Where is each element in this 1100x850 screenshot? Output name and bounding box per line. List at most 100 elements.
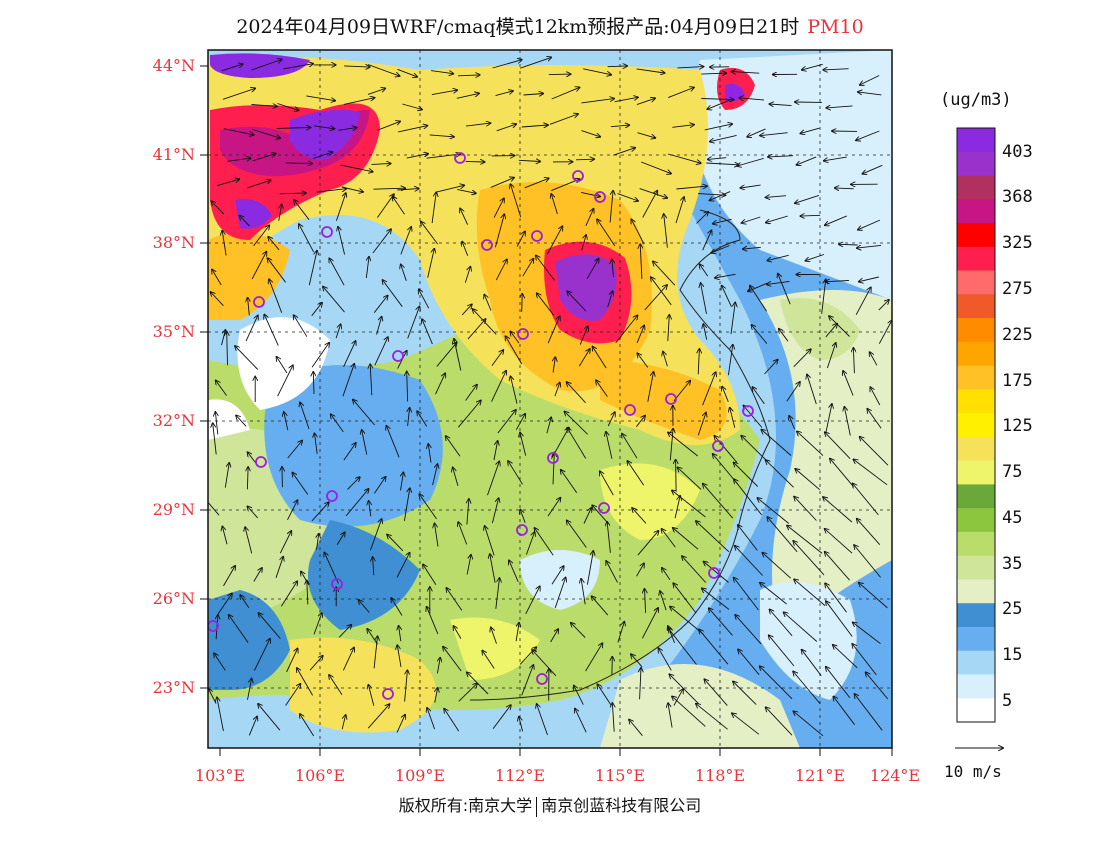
vector-scale-label: 10 m/s: [944, 762, 1002, 781]
wind-arrow: [403, 488, 409, 521]
wind-arrow: [376, 317, 382, 335]
lon-label: 112°E: [494, 766, 546, 785]
wind-arrow: [672, 696, 706, 727]
wind-arrow: [708, 158, 727, 160]
wind-arrow: [702, 588, 730, 610]
wind-arrow: [852, 644, 877, 676]
wind-arrow: [427, 249, 435, 278]
wind-arrow: [701, 283, 707, 314]
wind-arrow: [825, 324, 837, 338]
wind-arrow: [551, 566, 564, 585]
wind-arrow: [313, 125, 335, 129]
wind-arrow: [766, 460, 794, 488]
wind-arrow: [806, 254, 825, 261]
wind-arrow: [215, 412, 217, 435]
wind-arrow: [222, 88, 255, 100]
wind-arrow: [521, 665, 534, 696]
wind-arrow: [377, 121, 401, 131]
wind-arrow: [581, 191, 600, 196]
wind-arrow: [636, 98, 655, 106]
wind-arrow: [637, 132, 656, 138]
wind-arrow: [610, 125, 629, 127]
wind-arrow: [402, 103, 422, 110]
legend-label: 25: [1002, 599, 1023, 619]
wind-arrow: [853, 622, 881, 645]
lon-label: 121°E: [794, 766, 846, 785]
wind-arrow: [586, 551, 593, 585]
wind-arrow: [757, 498, 790, 524]
legend-swatch: [957, 531, 995, 556]
wind-arrow: [492, 705, 511, 729]
wind-arrow: [581, 130, 601, 137]
wind-arrow: [866, 672, 889, 700]
wind-arrow: [766, 196, 787, 198]
wind-arrow: [373, 636, 377, 669]
wind-arrow: [825, 552, 850, 581]
legend-swatch: [957, 389, 995, 414]
wind-arrow: [592, 596, 609, 616]
wind-arrow: [406, 154, 428, 159]
wind-arrow: [428, 444, 431, 463]
wind-vectors: [208, 57, 892, 737]
wind-arrow: [227, 332, 228, 366]
wind-arrow: [607, 66, 628, 67]
wind-arrow: [768, 156, 794, 157]
wind-arrow: [217, 697, 224, 732]
wind-arrow: [399, 626, 401, 642]
pollutant-name: PM10: [807, 16, 864, 38]
wind-arrow: [669, 674, 699, 704]
wind-arrow: [338, 128, 356, 131]
wind-arrow: [551, 194, 558, 215]
wind-arrow: [397, 68, 417, 77]
wind-arrow: [297, 668, 313, 696]
wind-arrow: [311, 502, 329, 522]
wind-arrow: [547, 498, 560, 517]
wind-arrow: [668, 432, 698, 457]
wind-arrow: [794, 579, 826, 606]
wind-arrow: [493, 198, 504, 218]
wind-arrow: [495, 578, 500, 609]
wind-arrow: [437, 658, 440, 674]
wind-arrow: [676, 460, 677, 492]
wind-arrow: [700, 264, 709, 277]
wind-arrow: [597, 219, 616, 247]
wind-arrow: [553, 357, 555, 373]
wind-arrow: [550, 629, 559, 643]
wind-arrow: [699, 630, 729, 665]
lat-label: 41°N: [152, 145, 195, 164]
wind-arrow: [292, 473, 309, 495]
wind-arrow: [769, 104, 792, 106]
wind-arrow: [789, 416, 796, 430]
wind-arrow: [374, 477, 385, 494]
wind-arrow: [247, 180, 270, 189]
wind-arrow: [747, 128, 766, 137]
wind-arrow: [421, 222, 439, 245]
title-text: 2024年04月09日WRF/cmaq模式12km预报产品:04月09日21时: [236, 16, 800, 38]
wind-arrow: [784, 612, 818, 642]
wind-arrow: [336, 532, 345, 546]
wind-arrow: [511, 376, 518, 404]
wind-arrow: [735, 546, 763, 576]
wind-arrow: [359, 600, 370, 613]
wind-arrow: [251, 60, 281, 71]
wind-arrow: [240, 595, 250, 609]
wind-arrow: [370, 364, 372, 396]
wind-arrow: [738, 525, 758, 551]
wind-arrow: [223, 128, 254, 135]
wind-arrow: [642, 191, 658, 218]
wind-arrow: [730, 408, 736, 428]
wind-arrow: [738, 650, 760, 675]
wind-arrow: [495, 91, 513, 97]
wind-arrow: [216, 179, 239, 187]
wind-arrow: [491, 498, 498, 524]
wind-arrow: [211, 201, 225, 215]
wind-arrow: [641, 161, 671, 174]
legend-unit: (ug/m3): [940, 90, 1012, 110]
wind-arrow: [696, 212, 709, 224]
wind-arrow: [857, 245, 882, 248]
lat-label: 23°N: [152, 678, 195, 697]
wind-arrow: [833, 645, 858, 669]
wind-arrow: [279, 193, 306, 194]
lon-label: 109°E: [394, 766, 446, 785]
legend-swatch: [957, 318, 995, 343]
